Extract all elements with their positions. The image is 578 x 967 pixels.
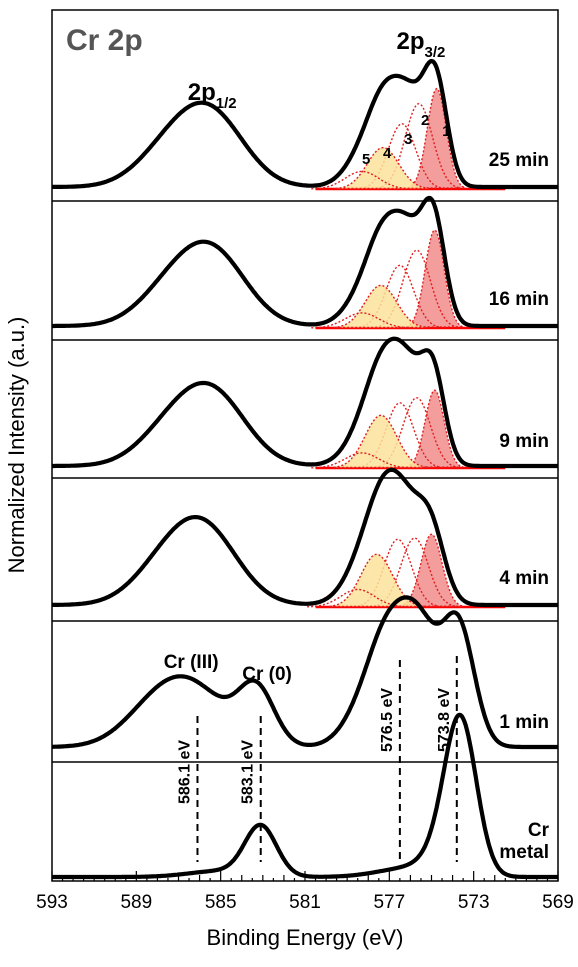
series-label: 9 min xyxy=(499,431,549,452)
x-axis-ticks: 593 589 585 581 577 573 569 xyxy=(36,200,574,913)
component-number: 1 xyxy=(442,123,450,140)
reference-lines-layer xyxy=(196,656,458,862)
plot-frame xyxy=(51,9,559,882)
x-tick-label: 573 xyxy=(458,892,490,913)
x-tick-label: 581 xyxy=(289,892,321,913)
x-axis-title: Binding Energy (eV) xyxy=(207,925,404,950)
series-label: 16 min xyxy=(489,289,549,310)
fit-component-4 xyxy=(333,414,429,469)
x-tick-label: 577 xyxy=(373,892,405,913)
x-tick-label: 593 xyxy=(36,892,68,913)
spectrum-curve xyxy=(51,195,559,329)
spectrum-curve xyxy=(51,595,559,750)
fit-components-layer xyxy=(307,87,506,609)
reference-label: 583.1 eV xyxy=(240,740,257,804)
y-axis-title: Normalized Intensity (a.u.) xyxy=(4,317,29,574)
spectrum-curve xyxy=(51,712,559,880)
species-label: Cr (III) xyxy=(164,652,219,673)
fit-component-1 xyxy=(405,389,464,468)
fit-component-1 xyxy=(408,87,466,189)
series-label: 4 min xyxy=(499,568,549,589)
x-tick-label: 589 xyxy=(120,892,152,913)
fit-component-4 xyxy=(329,553,425,608)
component-number: 2 xyxy=(421,112,429,129)
spectrum-curve xyxy=(51,336,559,469)
panel-title: Cr 2p xyxy=(66,24,143,57)
fit-component-4 xyxy=(333,284,429,329)
fit-component-5 xyxy=(311,170,413,190)
peak-label-p12: 2p1/2 xyxy=(188,79,237,112)
series-label: 1 min xyxy=(499,712,549,733)
spectrum-curve xyxy=(51,58,559,190)
fit-component-1 xyxy=(405,229,464,328)
species-label: Cr (0) xyxy=(242,664,292,685)
x-tick-label: 569 xyxy=(542,892,574,913)
x-tick-label: 585 xyxy=(205,892,237,913)
spectrum-curve xyxy=(51,467,559,608)
reference-label: 586.1 eV xyxy=(177,740,194,804)
component-number: 5 xyxy=(362,151,370,168)
fit-component-5 xyxy=(311,312,413,329)
series-label: 25 min xyxy=(489,150,549,171)
component-number: 4 xyxy=(383,145,392,162)
component-number: 3 xyxy=(404,131,412,148)
fit-component-4 xyxy=(335,146,431,190)
series-label: Cr metal xyxy=(499,820,549,863)
fit-component-5 xyxy=(311,452,413,469)
fit-component-5 xyxy=(307,588,409,608)
fit-component-1 xyxy=(399,533,464,607)
peak-label-p32: 2p3/2 xyxy=(397,28,446,61)
reference-label: 576.5 eV xyxy=(379,688,396,752)
reference-label: 573.8 eV xyxy=(436,688,453,752)
